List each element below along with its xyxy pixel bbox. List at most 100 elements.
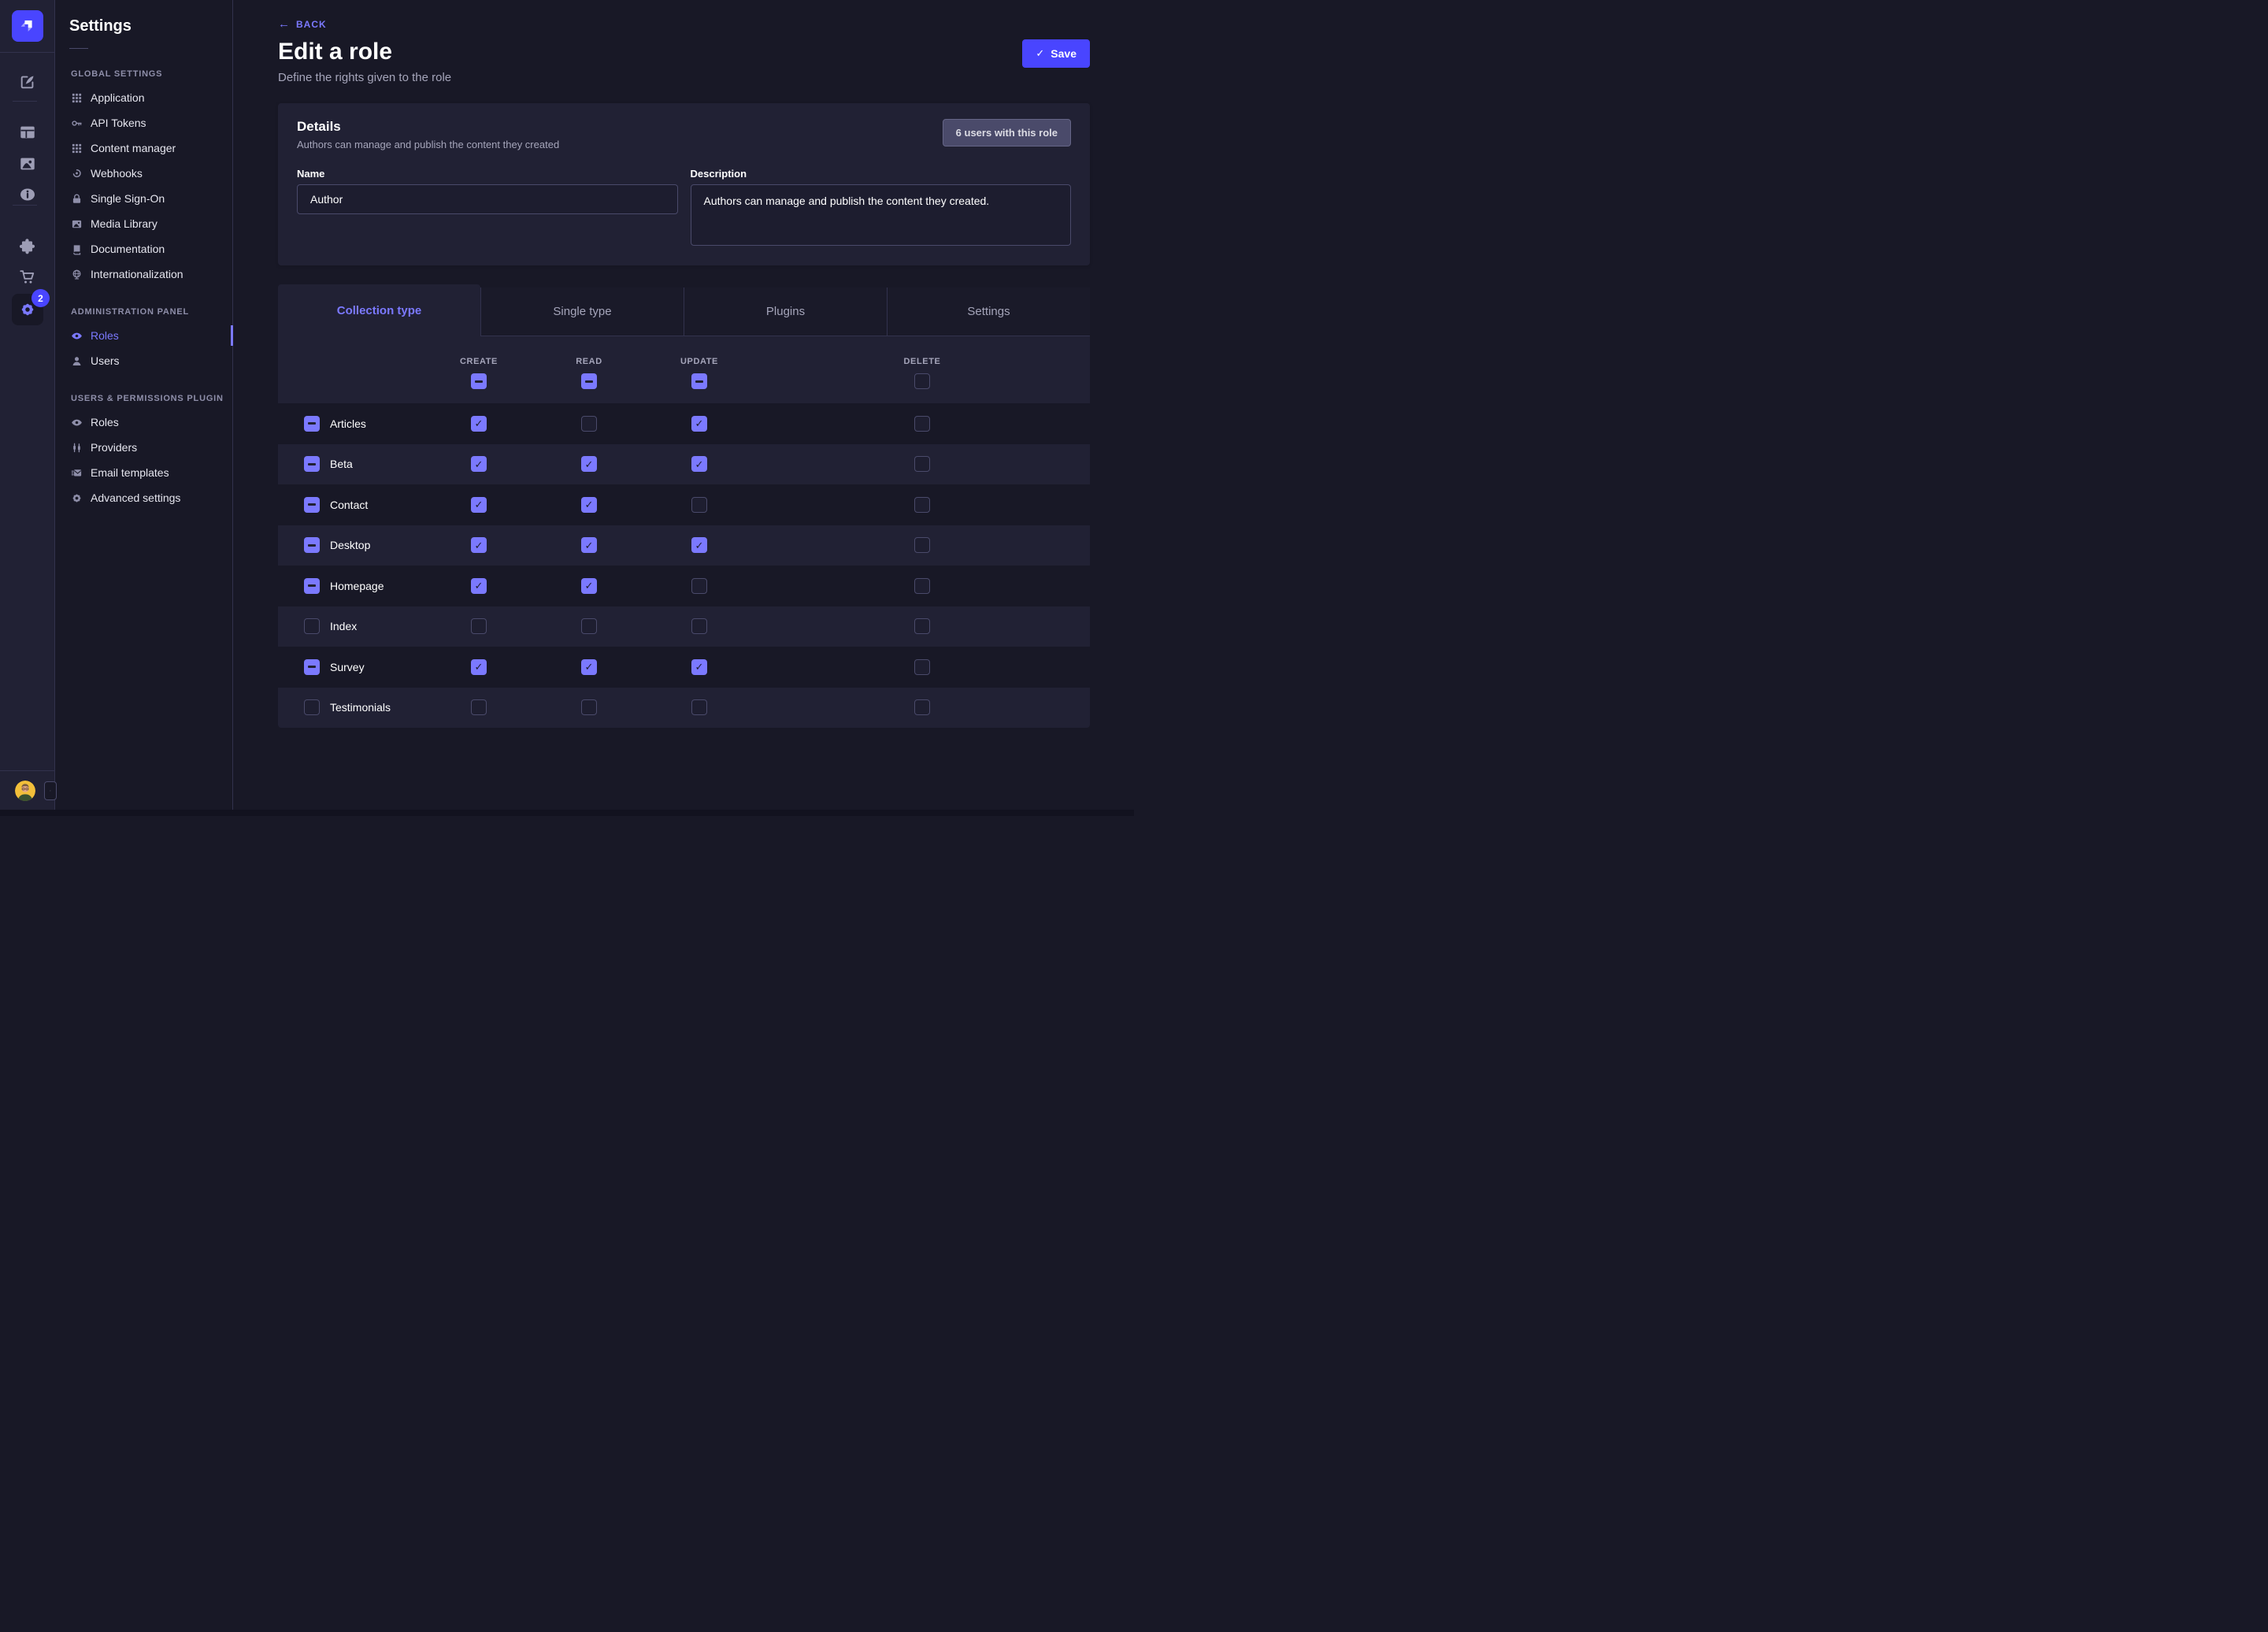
- nav-item-content-manager[interactable]: [12, 66, 43, 98]
- checkbox-homepage-update[interactable]: [691, 577, 707, 594]
- strapi-logo[interactable]: [12, 10, 43, 42]
- checkbox-index-create[interactable]: [471, 618, 487, 635]
- checkbox-beta-delete[interactable]: [914, 456, 930, 473]
- checkbox-beta-update[interactable]: ✓: [691, 456, 707, 473]
- cell-contact-read: ✓: [534, 496, 644, 513]
- checkbox-testimonials-all[interactable]: [304, 699, 320, 716]
- checkbox-all-create[interactable]: [471, 373, 487, 389]
- checkbox-articles-read[interactable]: [581, 415, 597, 432]
- checkbox-testimonials-delete[interactable]: [914, 699, 930, 716]
- name-field[interactable]: [297, 184, 678, 214]
- permissions-header-spacer: [278, 336, 424, 403]
- checkbox-desktop-delete[interactable]: [914, 537, 930, 554]
- media-icon: [19, 155, 36, 172]
- checkbox-beta-create[interactable]: ✓: [471, 456, 487, 473]
- row-label: Survey: [330, 660, 365, 673]
- sidebar-item-api-tokens[interactable]: API Tokens: [55, 110, 232, 135]
- cell-homepage-update: [644, 577, 754, 594]
- subnav-section: ADMINISTRATION PANEL Roles Users: [55, 307, 233, 373]
- checkbox-all-delete[interactable]: [914, 373, 930, 389]
- checkbox-index-delete[interactable]: [914, 618, 930, 635]
- checkbox-contact-delete[interactable]: [914, 496, 930, 513]
- back-arrow-icon: ←: [278, 17, 290, 31]
- nav-item-plugins[interactable]: [12, 230, 43, 261]
- nav-item-media-library[interactable]: [12, 148, 43, 180]
- sidebar-item-roles[interactable]: Roles: [55, 410, 232, 435]
- sidebar-item-email-templates[interactable]: Email templates: [55, 460, 232, 485]
- details-subtitle: Authors can manage and publish the conte…: [297, 139, 560, 150]
- sidebar-item-single-sign-on[interactable]: Single Sign-On: [55, 186, 232, 211]
- checkbox-desktop-all[interactable]: [304, 537, 320, 554]
- tab-single-type[interactable]: Single type: [480, 287, 684, 336]
- sidebar-item-application[interactable]: Application: [55, 85, 232, 110]
- checkbox-testimonials-read[interactable]: [581, 699, 597, 716]
- tab-settings[interactable]: Settings: [887, 287, 1090, 336]
- checkbox-survey-all[interactable]: [304, 658, 320, 675]
- checkbox-index-update[interactable]: [691, 618, 707, 635]
- expand-sidebar-button[interactable]: [44, 781, 57, 800]
- cell-homepage-create: ✓: [424, 577, 534, 594]
- compose-icon: [19, 73, 36, 91]
- checkbox-desktop-create[interactable]: ✓: [471, 537, 487, 554]
- checkbox-all-read[interactable]: [581, 373, 597, 389]
- column-label-delete: DELETE: [903, 357, 941, 366]
- cell-index-delete: [754, 618, 1090, 635]
- checkbox-contact-all[interactable]: [304, 496, 320, 513]
- checkbox-homepage-create[interactable]: ✓: [471, 577, 487, 594]
- sidebar-item-label: Single Sign-On: [91, 192, 165, 205]
- checkbox-survey-read[interactable]: ✓: [581, 658, 597, 675]
- tab-collection-type[interactable]: Collection type: [278, 284, 480, 336]
- sidebar-item-providers[interactable]: Providers: [55, 435, 232, 460]
- sidebar-item-documentation[interactable]: Documentation: [55, 236, 232, 261]
- description-field[interactable]: Authors can manage and publish the conte…: [690, 184, 1071, 246]
- sidebar-item-media-library[interactable]: Media Library: [55, 211, 232, 236]
- checkbox-contact-update[interactable]: [691, 496, 707, 513]
- cell-survey-read: ✓: [534, 658, 644, 675]
- back-link[interactable]: ← BACK: [278, 17, 327, 31]
- cell-desktop-read: ✓: [534, 537, 644, 554]
- cell-desktop-delete: [754, 537, 1090, 554]
- checkbox-survey-create[interactable]: ✓: [471, 658, 487, 675]
- cell-homepage-read: ✓: [534, 577, 644, 594]
- checkbox-beta-all[interactable]: [304, 456, 320, 473]
- checkbox-survey-delete[interactable]: [914, 658, 930, 675]
- checkbox-desktop-read[interactable]: ✓: [581, 537, 597, 554]
- checkbox-contact-read[interactable]: ✓: [581, 496, 597, 513]
- checkbox-contact-create[interactable]: ✓: [471, 496, 487, 513]
- cell-articles-create: ✓: [424, 415, 534, 432]
- sidebar-item-users[interactable]: Users: [55, 348, 232, 373]
- checkbox-desktop-update[interactable]: ✓: [691, 537, 707, 554]
- main-content: ← BACK Edit a role Define the rights giv…: [234, 0, 1134, 816]
- checkbox-testimonials-update[interactable]: [691, 699, 707, 716]
- nav-item-content-type-builder[interactable]: [12, 117, 43, 148]
- checkbox-articles-delete[interactable]: [914, 415, 930, 432]
- nav-item-marketplace[interactable]: [12, 261, 43, 293]
- checkbox-testimonials-create[interactable]: [471, 699, 487, 716]
- sidebar-item-label: Application: [91, 91, 145, 104]
- checkbox-index-read[interactable]: [581, 618, 597, 635]
- checkbox-beta-read[interactable]: ✓: [581, 456, 597, 473]
- checkbox-survey-update[interactable]: ✓: [691, 658, 707, 675]
- sidebar-item-content-manager[interactable]: Content manager: [55, 135, 232, 161]
- checkbox-articles-create[interactable]: ✓: [471, 415, 487, 432]
- checkbox-homepage-read[interactable]: ✓: [581, 577, 597, 594]
- gear-icon: [19, 301, 36, 318]
- nav-item-guided-tour[interactable]: [12, 179, 43, 210]
- cell-beta-read: ✓: [534, 456, 644, 473]
- sidebar-item-internationalization[interactable]: Internationalization: [55, 261, 232, 287]
- tab-plugins[interactable]: Plugins: [684, 287, 887, 336]
- save-button[interactable]: ✓ Save: [1022, 39, 1090, 68]
- sidebar-item-roles[interactable]: Roles: [55, 323, 233, 348]
- cell-beta-delete: [754, 456, 1090, 473]
- users-with-role-button[interactable]: 6 users with this role: [942, 119, 1071, 147]
- checkbox-homepage-delete[interactable]: [914, 577, 930, 594]
- sidebar-item-webhooks[interactable]: Webhooks: [55, 161, 232, 186]
- checkbox-articles-update[interactable]: ✓: [691, 415, 707, 432]
- sidebar-item-advanced-settings[interactable]: Advanced settings: [55, 485, 232, 510]
- user-avatar[interactable]: [15, 781, 35, 801]
- checkbox-articles-all[interactable]: [304, 415, 320, 432]
- checkbox-index-all[interactable]: [304, 618, 320, 635]
- checkbox-homepage-all[interactable]: [304, 577, 320, 594]
- checkbox-all-update[interactable]: [691, 373, 707, 389]
- window-bottom-edge: [0, 810, 1134, 816]
